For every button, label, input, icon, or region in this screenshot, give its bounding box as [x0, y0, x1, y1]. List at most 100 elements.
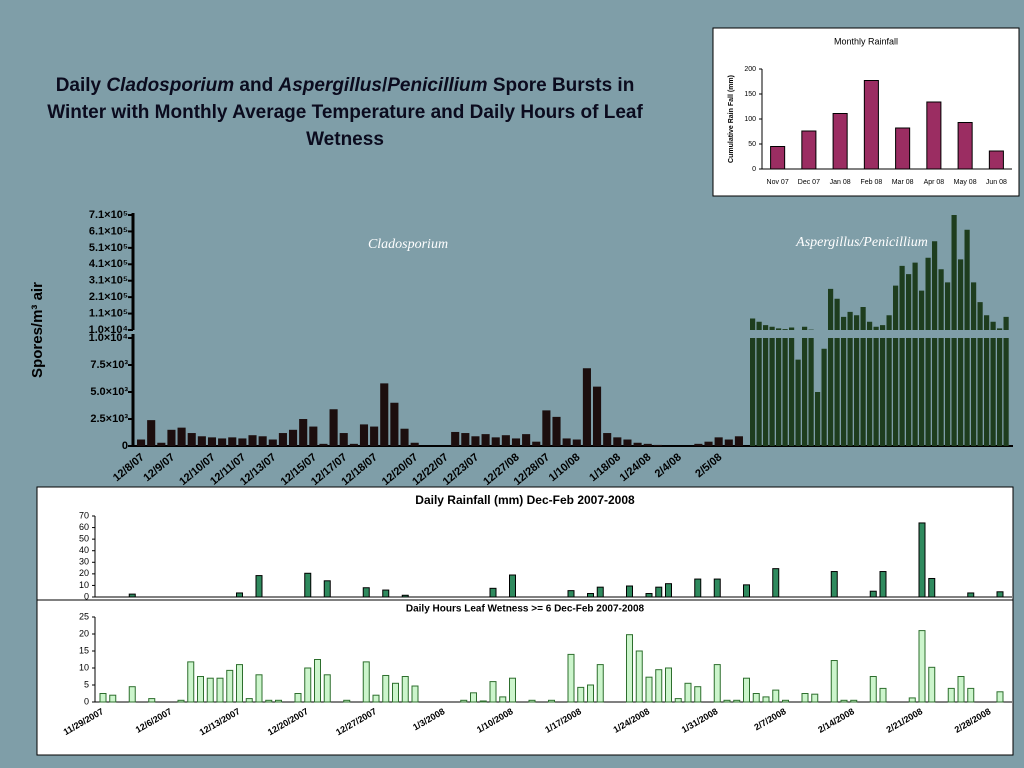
x-tick-label: Jan 08	[830, 179, 851, 186]
bar	[542, 410, 551, 446]
bar	[635, 650, 643, 703]
bar	[587, 684, 594, 703]
bar	[990, 321, 996, 446]
bar	[996, 691, 1004, 703]
bar	[532, 441, 541, 446]
bar	[967, 592, 975, 598]
y-tick-label: 50	[79, 534, 89, 544]
bar	[323, 580, 331, 598]
y-tick-label: 20	[79, 568, 89, 578]
x-tick-label: 1/24/08	[618, 451, 654, 484]
bar	[802, 326, 808, 446]
bar	[238, 438, 247, 446]
y-tick-label: 70	[79, 510, 89, 520]
bar	[382, 674, 390, 703]
y-tick-label: 100	[744, 116, 756, 123]
y-tick-label: 5	[84, 679, 89, 689]
bar	[501, 435, 510, 446]
bar	[128, 686, 136, 703]
x-tick-label: 1/18/08	[587, 451, 623, 484]
bar	[655, 669, 663, 703]
bar	[294, 693, 302, 703]
bar	[339, 433, 348, 446]
bar	[808, 329, 814, 446]
y-tick-label: 0	[84, 591, 89, 601]
y-tick-label: 1.0×10⁴	[89, 332, 128, 344]
x-tick-label: Apr 08	[924, 179, 945, 186]
bar	[268, 439, 277, 446]
bar	[593, 386, 602, 446]
bar	[841, 316, 847, 446]
bar	[147, 420, 156, 446]
bar	[977, 302, 983, 446]
bar	[1003, 316, 1009, 446]
y-axis-label: Spores/m³ air	[29, 282, 46, 378]
bar	[750, 318, 756, 446]
title-part: Aspergillus	[278, 75, 382, 96]
bar	[713, 578, 721, 598]
y-tick-label: 20	[79, 628, 89, 638]
series-label: Cladosporium	[368, 237, 448, 252]
y-tick-label: 4.1×10⁵	[89, 258, 128, 270]
bar	[899, 265, 905, 446]
bar	[880, 325, 886, 446]
bar	[854, 315, 860, 446]
y-axis-label: Cumulative Rain Fall (mm)	[728, 75, 735, 163]
bar	[613, 437, 622, 446]
bar	[572, 439, 581, 446]
bar	[795, 359, 801, 446]
bar	[694, 578, 702, 598]
title-part: Daily	[55, 75, 102, 96]
bar	[226, 669, 234, 703]
bar	[362, 661, 370, 703]
bar	[772, 568, 780, 598]
bar	[713, 664, 721, 703]
bar	[380, 383, 389, 446]
bar	[522, 434, 531, 446]
bar	[548, 699, 555, 703]
bar	[603, 433, 612, 446]
y-tick-label: 5.0×10³	[90, 386, 128, 398]
bar	[382, 589, 390, 598]
bar	[772, 689, 780, 703]
bar	[645, 593, 653, 598]
bar	[928, 666, 936, 703]
bar	[665, 667, 672, 703]
y-tick-label: 10	[79, 580, 89, 590]
chart-box	[36, 599, 1014, 756]
bar	[811, 693, 819, 703]
title-part: /	[381, 75, 388, 96]
bar	[655, 586, 663, 598]
bar	[801, 693, 809, 703]
bar	[926, 101, 942, 170]
series-label: Aspergillus/Penicillium	[795, 235, 928, 250]
bar	[873, 326, 879, 446]
x-tick-label: 2/4/08	[653, 451, 684, 480]
bar	[832, 113, 848, 170]
bar	[694, 686, 702, 703]
bar	[724, 439, 733, 446]
bar	[645, 676, 653, 703]
bar	[177, 427, 186, 446]
bar	[509, 574, 516, 598]
bar	[218, 438, 227, 446]
bar	[869, 676, 877, 703]
y-tick-label: 6.1×10⁵	[89, 225, 128, 237]
bar	[918, 522, 926, 598]
bar	[401, 676, 409, 703]
title-part: Cladosporium	[106, 75, 235, 96]
bar	[99, 693, 107, 703]
y-tick-label: 40	[79, 545, 89, 555]
bar	[577, 686, 585, 703]
bar	[187, 661, 195, 703]
y-tick-label: 30	[79, 557, 89, 567]
bar	[714, 437, 723, 446]
slide-title: Daily Cladosporium and Aspergillus/Penic…	[30, 72, 660, 153]
x-tick-label: Feb 08	[860, 179, 882, 186]
bar	[109, 694, 117, 703]
bar	[451, 431, 460, 446]
bar	[401, 594, 409, 598]
bar	[932, 241, 938, 446]
bar	[362, 587, 370, 598]
